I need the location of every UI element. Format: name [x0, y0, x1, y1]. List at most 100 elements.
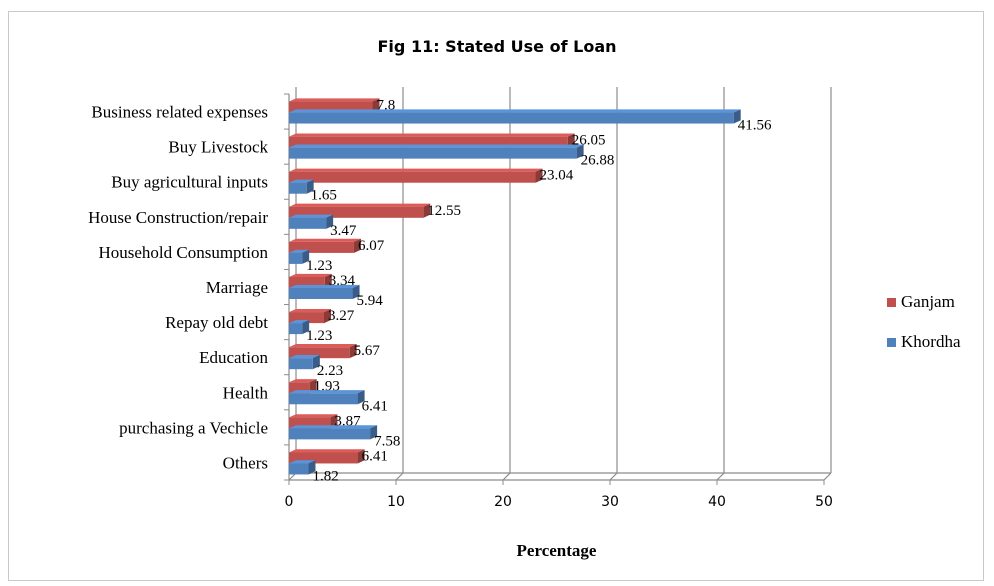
- x-tick-label: 30: [601, 494, 619, 510]
- bar-side: [353, 238, 361, 253]
- data-label: 1.65: [311, 188, 337, 204]
- bar-top: [289, 144, 584, 148]
- bar-side: [733, 109, 741, 124]
- bar-top: [289, 273, 332, 277]
- data-label: 6.07: [358, 238, 385, 254]
- series-ganjam: 7.826.0523.0412.556.073.343.275.671.933.…: [289, 98, 605, 464]
- bar: [289, 382, 310, 394]
- legend-label: Khordha: [901, 332, 961, 351]
- bar: [289, 277, 325, 288]
- bar: [289, 452, 358, 464]
- bar: [289, 101, 373, 113]
- legend-label: Ganjam: [901, 292, 955, 311]
- bar-top: [289, 414, 338, 418]
- legend-swatch: [887, 338, 896, 347]
- bar-top: [289, 133, 575, 137]
- bar-top: [289, 319, 310, 324]
- chart-title: Fig 11: Stated Use of Loan: [377, 37, 617, 56]
- chart-frame: [8, 11, 984, 581]
- bar: [289, 252, 303, 264]
- category-label: purchasing a Vechicle: [119, 418, 268, 437]
- bar-top: [289, 355, 320, 359]
- bar-side: [370, 425, 378, 440]
- bar: [289, 206, 424, 218]
- bar-side: [576, 144, 584, 159]
- category-label: Marriage: [206, 278, 268, 297]
- data-label: 1.82: [312, 468, 338, 484]
- data-label: 3.27: [328, 308, 355, 324]
- bar-side: [357, 449, 365, 464]
- data-label: 5.94: [357, 293, 384, 309]
- bar-top: [289, 214, 334, 218]
- category-label: House Construction/repair: [88, 208, 268, 227]
- bar: [289, 463, 309, 475]
- category-label: Buy agricultural inputs: [111, 173, 268, 192]
- legend: Ganjam Khordha: [887, 292, 961, 351]
- bar: [289, 347, 350, 359]
- x-tick-label: 20: [494, 494, 512, 510]
- category-label: Repay old debt: [165, 313, 268, 332]
- x-tick-label: 50: [815, 494, 833, 510]
- x-tick-label: 10: [387, 494, 405, 510]
- data-label: 1.23: [306, 328, 332, 344]
- bar: [289, 182, 307, 194]
- bar-side: [312, 355, 320, 370]
- bar-side: [535, 168, 543, 183]
- data-label: 6.41: [362, 448, 388, 464]
- gridline-floor: [502, 472, 511, 481]
- bar-side: [357, 390, 365, 405]
- bar-top: [289, 249, 310, 253]
- bar-top: [289, 238, 361, 242]
- data-label: 5.67: [354, 343, 381, 359]
- bar-side: [324, 273, 332, 288]
- bar-top: [289, 179, 314, 183]
- bar-side: [372, 98, 380, 113]
- data-label: 6.41: [362, 398, 388, 414]
- category-label: Health: [223, 383, 269, 402]
- data-label: 2.23: [317, 363, 343, 379]
- bar: [289, 428, 371, 440]
- gridline-floor: [716, 472, 725, 481]
- bar-side: [567, 133, 575, 148]
- bar-side: [330, 414, 338, 429]
- bar: [289, 217, 327, 229]
- bar-top: [289, 109, 741, 113]
- bar-side: [349, 344, 357, 359]
- bar: [289, 241, 354, 253]
- legend-swatch: [887, 298, 896, 307]
- bar: [289, 112, 734, 124]
- bar: [289, 323, 303, 335]
- bar: [289, 358, 313, 370]
- bar-top: [289, 379, 317, 383]
- data-label: 7.58: [374, 433, 400, 449]
- bar-side: [302, 249, 310, 264]
- data-label: 23.04: [540, 168, 574, 184]
- bar-side: [323, 308, 331, 324]
- bar: [289, 417, 331, 429]
- series-khordha: 41.5626.881.653.471.235.941.232.236.417.…: [289, 109, 772, 484]
- bar-side: [309, 379, 317, 394]
- bar-side: [352, 284, 360, 299]
- bar-side: [423, 203, 431, 218]
- data-label: 1.23: [306, 258, 332, 274]
- bar-top: [289, 168, 543, 172]
- x-tick-label: 40: [708, 494, 726, 510]
- bar: [289, 312, 324, 324]
- category-label: Education: [199, 348, 268, 367]
- bar: [289, 136, 568, 148]
- gridline-floor: [395, 472, 404, 481]
- category-label: Buy Livestock: [168, 138, 268, 157]
- bar-top: [289, 460, 316, 464]
- data-label: 26.88: [581, 153, 615, 169]
- bar: [289, 393, 358, 405]
- bar-top: [289, 203, 431, 207]
- bar: [289, 147, 577, 159]
- x-tick-label: 0: [285, 494, 294, 510]
- bar-top: [289, 425, 378, 429]
- category-label: Others: [223, 453, 268, 472]
- bar-top: [289, 344, 357, 348]
- bar-side: [302, 319, 310, 335]
- bar-side: [308, 460, 316, 475]
- bar: [289, 288, 353, 299]
